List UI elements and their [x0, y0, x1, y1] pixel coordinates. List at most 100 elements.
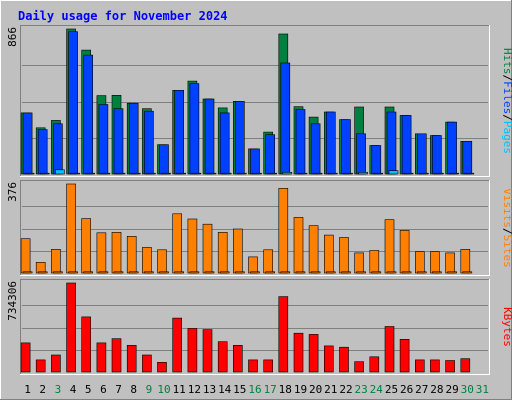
- bar-files-day-27: [416, 133, 427, 175]
- bar-sites-day-8: [128, 271, 139, 274]
- bar-sites-day-13: [204, 271, 215, 274]
- x-tick-label-day-25: 25: [385, 383, 398, 396]
- bar-visits-day-29: [445, 252, 455, 274]
- bar-sites-day-11: [174, 271, 184, 274]
- bar-files-day-28: [432, 135, 442, 175]
- bar-visits-day-9: [142, 247, 152, 274]
- panel-kbytes: 734306: [6, 279, 490, 375]
- bar-kbytes-day-4: [66, 282, 76, 373]
- bar-pages-day-19: [297, 172, 308, 175]
- bar-files-day-1: [22, 112, 33, 175]
- bar-kbytes-day-16: [248, 359, 258, 373]
- bar-files-day-8: [128, 102, 139, 175]
- x-tick-label-day-31: 31: [476, 383, 489, 396]
- x-tick-label-day-1: 1: [24, 383, 31, 396]
- bar-sites-day-23: [356, 271, 366, 274]
- x-tick-label-day-21: 21: [324, 383, 337, 396]
- x-tick-label-day-6: 6: [100, 383, 107, 396]
- bar-kbytes-day-24: [369, 356, 380, 373]
- bar-visits-day-23: [354, 252, 364, 274]
- x-tick-label-day-24: 24: [370, 383, 384, 396]
- side-label-kbytes: KBytes: [501, 307, 512, 347]
- bar-pages-day-9: [146, 172, 156, 175]
- bar-kbytes-day-17: [263, 359, 274, 373]
- bar-kbytes-day-26: [399, 338, 410, 373]
- bar-pages-day-24: [373, 172, 384, 175]
- bar-sites-day-1: [22, 271, 33, 274]
- bar-files-day-26: [401, 115, 412, 175]
- bar-sites-day-29: [447, 271, 457, 274]
- x-tick-label-day-2: 2: [39, 383, 46, 396]
- x-tick-label-day-22: 22: [339, 383, 352, 396]
- bar-visits-day-19: [293, 217, 304, 274]
- x-tick-label-day-16: 16: [248, 383, 261, 396]
- bar-files-day-29: [447, 121, 457, 175]
- bar-visits-day-10: [157, 249, 167, 274]
- x-tick-label-day-9: 9: [146, 383, 153, 396]
- bar-files-day-18: [280, 62, 291, 175]
- bar-kbytes-day-7: [111, 338, 122, 373]
- bar-files-day-16: [250, 148, 260, 175]
- bar-files-day-15: [235, 101, 245, 175]
- bar-files-day-11: [174, 90, 184, 175]
- bar-files-day-25: [386, 111, 397, 175]
- bar-pages-day-13: [206, 172, 217, 175]
- bar-sites-day-21: [325, 271, 336, 274]
- bar-sites-day-20: [310, 271, 321, 274]
- x-tick-label-day-19: 19: [294, 383, 307, 396]
- x-axis-labels: 1 2 3 4 5 6 7 8 9 10 11 12 13 14 15 16 17 18 19 20 21 22 23 24 2…: [24, 383, 489, 396]
- bar-kbytes-day-3: [51, 354, 61, 373]
- x-tick-label-day-14: 14: [218, 383, 232, 396]
- bar-pages-day-7: [115, 172, 126, 175]
- bar-pages-day-6: [100, 172, 111, 175]
- bar-pages-day-18: [282, 172, 293, 175]
- bar-visits-day-14: [217, 232, 228, 274]
- bar-files-day-7: [113, 108, 124, 175]
- bar-files-day-23: [356, 133, 366, 175]
- bar-pages-day-1: [24, 172, 35, 175]
- bar-visits-day-2: [35, 261, 46, 274]
- bar-kbytes-day-10: [157, 361, 167, 373]
- bar-sites-day-5: [83, 271, 93, 274]
- x-tick-label-day-29: 29: [445, 383, 458, 396]
- bar-visits-day-28: [430, 251, 440, 274]
- x-tick-label-day-12: 12: [188, 383, 201, 396]
- x-tick-label-day-26: 26: [400, 383, 413, 396]
- bar-sites-day-12: [189, 271, 200, 274]
- panel-visits-sites: 376: [6, 180, 490, 276]
- x-tick-label-day-28: 28: [430, 383, 443, 396]
- bar-visits-day-18: [278, 188, 289, 274]
- x-tick-label-day-7: 7: [115, 383, 122, 396]
- bar-visits-day-8: [126, 236, 137, 274]
- bar-sites-day-17: [265, 271, 276, 274]
- bar-kbytes-day-18: [278, 296, 289, 373]
- bar-pages-day-28: [434, 172, 444, 175]
- x-tick-label-day-17: 17: [264, 383, 277, 396]
- bar-visits-day-4: [66, 183, 76, 274]
- bar-sites-day-24: [371, 271, 382, 274]
- y-max-label: 866: [6, 27, 19, 47]
- bar-pages-day-8: [130, 172, 141, 175]
- bar-sites-day-30: [462, 271, 473, 274]
- bar-pages-day-14: [221, 172, 232, 175]
- bar-files-day-2: [37, 129, 48, 175]
- bar-visits-day-1: [20, 238, 31, 274]
- bar-files-day-5: [83, 54, 93, 175]
- bar-visits-day-3: [51, 249, 61, 274]
- bar-kbytes-day-8: [126, 344, 137, 373]
- bar-kbytes-day-22: [339, 346, 349, 373]
- bar-visits-day-7: [111, 232, 122, 274]
- bar-kbytes-day-9: [142, 354, 152, 373]
- x-tick-label-day-5: 5: [85, 383, 92, 396]
- chart-panels: 866 376 734306: [6, 25, 490, 375]
- panel-hits-files-pages: 866: [6, 25, 490, 177]
- bar-pages-day-12: [191, 172, 202, 175]
- bar-kbytes-day-12: [187, 328, 198, 373]
- bar-files-day-6: [98, 104, 109, 175]
- bar-sites-day-25: [386, 271, 397, 274]
- x-tick-label-day-15: 15: [233, 383, 246, 396]
- bar-kbytes-day-2: [35, 359, 46, 373]
- x-tick-label-day-20: 20: [309, 383, 322, 396]
- bar-kbytes-day-5: [81, 316, 91, 373]
